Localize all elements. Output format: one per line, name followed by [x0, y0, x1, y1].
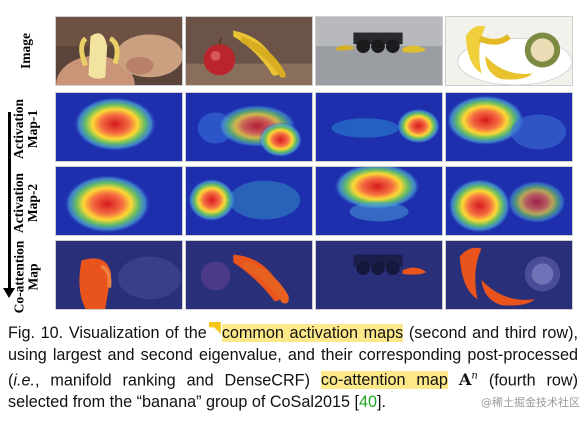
- caption-text-1: Visualization of the: [68, 324, 207, 342]
- watermark: @稀土掘金技术社区: [481, 396, 580, 409]
- math-a-n: An: [458, 370, 478, 390]
- figure-caption: Fig. 10. Visualization of the common acti…: [8, 322, 578, 413]
- co-attention-map-image-3: [315, 240, 443, 310]
- caption-text-4: (fourth row) selected from the “banana” …: [8, 371, 579, 411]
- activation-map-1-image-3: [315, 92, 443, 162]
- image-photo-2: [185, 16, 313, 86]
- image-photo-1: [55, 16, 183, 86]
- highlight-co-attention-map: co-attention map: [320, 371, 448, 390]
- co-attention-map-image-4: [445, 240, 573, 310]
- caption-text-5: ].: [376, 392, 386, 411]
- activation-map-2-image-3: [315, 166, 443, 236]
- co-attention-map-image-1: [55, 240, 183, 310]
- caption-ie: i.e.: [13, 371, 35, 390]
- activation-map-1-image-2: [185, 92, 313, 162]
- activation-map-2-image-4: [445, 166, 573, 236]
- row-arrow: [3, 112, 15, 298]
- activation-map-2-image-1: [55, 166, 183, 236]
- image-photo-4: [445, 16, 573, 86]
- highlight-common-activation-maps: common activation maps: [221, 324, 404, 342]
- citation-link[interactable]: 40: [358, 392, 377, 411]
- co-attention-map-image-2: [185, 240, 313, 310]
- activation-map-2-image-2: [185, 166, 313, 236]
- annotation-marker-icon: [208, 322, 221, 334]
- caption-text-2: (second and third row), using largest an…: [8, 324, 578, 390]
- image-photo-3: [315, 16, 443, 86]
- figure-label: Fig. 10.: [8, 324, 64, 342]
- activation-map-1-image-4: [445, 92, 573, 162]
- row-label-image: Image: [18, 33, 33, 69]
- caption-text-3: , manifold ranking and DenseCRF): [35, 371, 310, 390]
- figure-grid: Image Activation Map-1 Activation Map-2 Co…: [3, 16, 573, 313]
- activation-map-1-image-1: [55, 92, 183, 162]
